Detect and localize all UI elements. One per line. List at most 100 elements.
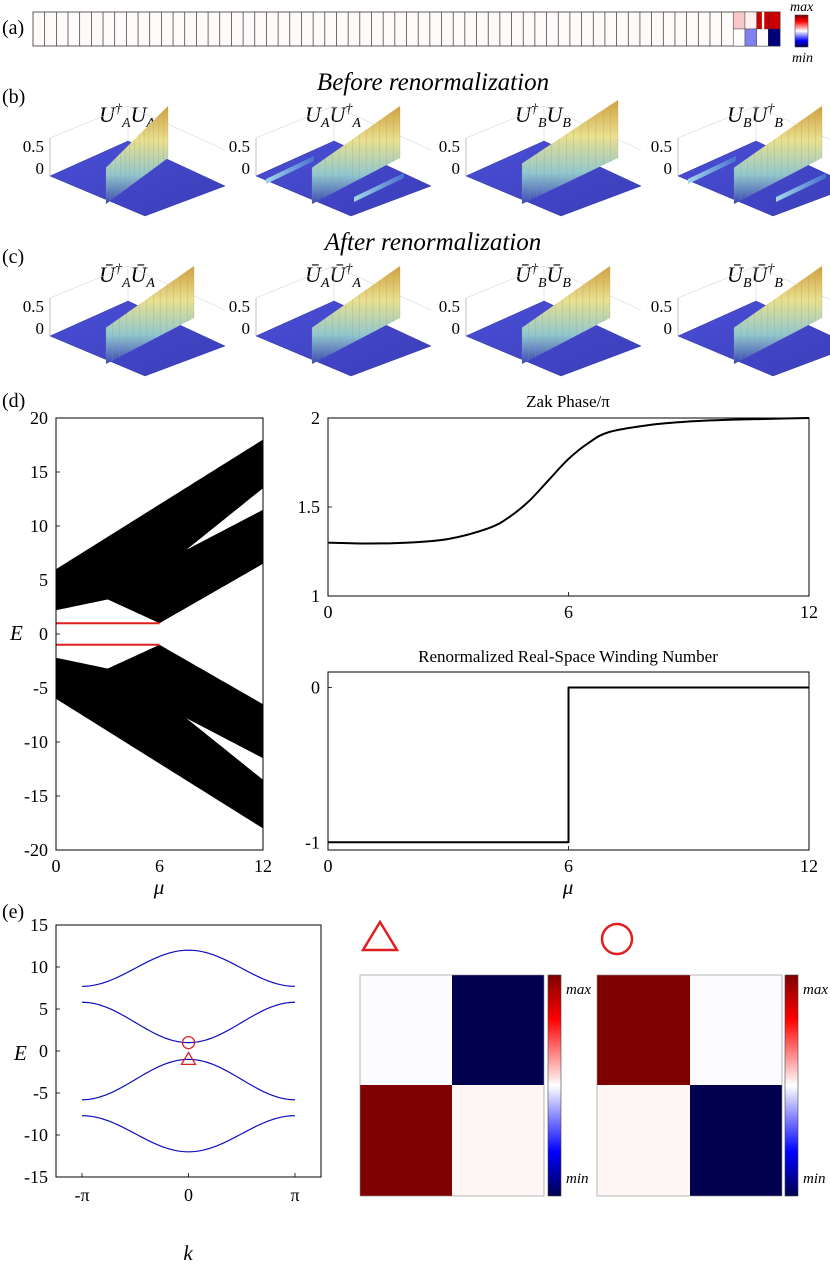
- heatmap-cell: [360, 1085, 452, 1196]
- e-band-ytick-label: 5: [39, 999, 48, 1019]
- e-triangle-heatmap: max min: [359, 974, 591, 1197]
- e-band-plot: 15 10 5 0 -5 -10 -15 -π 0 π: [24, 915, 322, 1205]
- panel-c-heading: After renormalization: [323, 229, 541, 256]
- title-part: Ū: [305, 262, 323, 287]
- e-band-ytick-label: -15: [24, 1167, 48, 1187]
- title-part: A: [145, 276, 155, 291]
- surface-plot: ŪBŪ†B0.50: [651, 262, 830, 377]
- surface-ztick-label: 0: [452, 319, 461, 338]
- title-part: B: [774, 276, 783, 291]
- surface-axis: [49, 265, 129, 299]
- circle-marker: [181, 1035, 196, 1050]
- colorbar-e-triangle-min: min: [566, 1171, 589, 1187]
- title-part: U: [99, 102, 117, 127]
- surface-ridge: [734, 266, 822, 364]
- surface-ridge: [312, 266, 400, 364]
- e-band-axes: [55, 924, 322, 1178]
- title-part: Ū: [727, 262, 745, 287]
- d-winding-title: Renormalized Real-Space Winding Number: [418, 647, 718, 666]
- surface-ridge: [106, 266, 194, 364]
- title-part: Ū: [99, 262, 117, 287]
- band-line-band-1: [81, 949, 296, 987]
- d-spectrum-ytick-label: 0: [39, 624, 48, 644]
- e-circle-symbol: [600, 922, 634, 956]
- surface-side-ridge: [266, 156, 314, 184]
- surface-ridge: [522, 100, 618, 204]
- surface-axis: [49, 105, 129, 139]
- d-spectrum-ytick-label: -5: [33, 678, 48, 698]
- panel-label-b: (b): [2, 86, 25, 108]
- winding-number-line-xtick-label: 6: [564, 856, 573, 876]
- title-part: Ū: [515, 262, 533, 287]
- d-spectrum-xtick-label: 12: [254, 856, 272, 876]
- e-band-ytick-label: -5: [33, 1083, 48, 1103]
- e-band-xtick-label: 0: [184, 1185, 193, 1205]
- surface-ztick-label: 0: [664, 159, 673, 178]
- surface-ztick-label: 0.5: [23, 137, 44, 156]
- d-spectrum-ytick-label: 20: [30, 408, 48, 428]
- d-zak-plot: 2 1.5 10 6 12: [298, 408, 819, 622]
- colorbar-a: [794, 14, 809, 48]
- band-line-band-4: [81, 1115, 296, 1153]
- title-part: †: [767, 102, 775, 117]
- surface-ztick-label: 0.5: [23, 297, 44, 316]
- heatmap-cell: [360, 975, 452, 1085]
- title-part: Ū: [131, 262, 149, 287]
- panel-label-d: (d): [2, 390, 25, 412]
- winding-number-line-ytick-label: -1: [305, 832, 320, 852]
- heatmap-cell: [690, 975, 782, 1085]
- strip-cell: [768, 11, 781, 30]
- d-zak-title: Zak Phase/π: [526, 392, 610, 411]
- surface-ztick-label: 0.5: [651, 297, 672, 316]
- panel-a-heatmap-strip: [32, 11, 781, 47]
- surface-ridge: [734, 106, 822, 204]
- winding-number-line-xtick-label: 12: [800, 856, 818, 876]
- triangle-marker-icon: [360, 919, 400, 952]
- e-band-ytick-label: 10: [30, 957, 48, 977]
- surface-ztick-label: 0: [242, 319, 251, 338]
- title-part: U: [727, 102, 745, 127]
- zak-phase-line: [327, 417, 810, 545]
- e-band-ylabel: E: [13, 1041, 27, 1065]
- e-circle-heatmap: max min: [596, 974, 828, 1197]
- d-zak-xtick-label: 0: [324, 602, 333, 622]
- colorbar-e-circle-min: min: [803, 1171, 826, 1187]
- strip-cell: [761, 12, 765, 29]
- d-zak-xtick-label: 6: [564, 602, 573, 622]
- d-spectrum-xtick-label: 6: [155, 856, 164, 876]
- surface-ridge: [312, 106, 400, 204]
- surface-title: UBU†B: [727, 102, 783, 131]
- title-part: A: [351, 116, 361, 131]
- d-spectrum-ytick-label: -15: [24, 786, 48, 806]
- d-zak-axes: [327, 417, 810, 597]
- band-line-band-2: [81, 1001, 296, 1044]
- surface-ztick-label: 0: [664, 319, 673, 338]
- surface-side-ridge: [354, 173, 404, 202]
- heatmap-cell: [690, 1085, 782, 1196]
- surface-ztick-label: 0: [452, 159, 461, 178]
- title-part: U: [305, 102, 323, 127]
- e-band-xtick-label: -π: [74, 1185, 89, 1205]
- surface-axis: [677, 105, 757, 139]
- title-part: B: [538, 116, 547, 131]
- surface-ztick-label: 0.5: [651, 137, 672, 156]
- colorbar-a-min-label: min: [792, 51, 813, 66]
- heatmap-cell: [452, 1085, 544, 1196]
- surface-plot: U†AUA0.50: [23, 102, 226, 217]
- spectrum-inner-band-upper: [56, 509, 263, 624]
- winding-number-line-ytick-label: 0: [311, 677, 320, 697]
- title-part: A: [121, 116, 131, 131]
- d-zak-ytick-label: 1: [311, 586, 320, 606]
- title-part: B: [743, 276, 752, 291]
- title-part: U: [515, 102, 533, 127]
- surface-ztick-label: 0.5: [229, 297, 250, 316]
- d-winding-xlabel: μ: [562, 875, 574, 899]
- surface-axis: [255, 105, 335, 139]
- heatmap-cell: [597, 975, 690, 1085]
- winding-number-line: [328, 686, 809, 844]
- surface-plot: ŪAŪ†A0.50: [229, 262, 432, 377]
